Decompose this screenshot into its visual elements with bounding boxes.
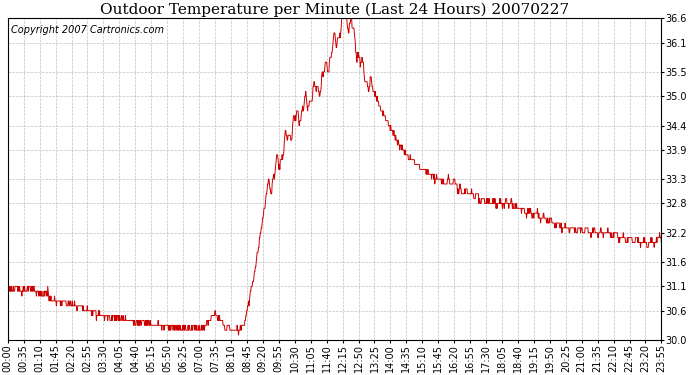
Text: Copyright 2007 Cartronics.com: Copyright 2007 Cartronics.com xyxy=(11,25,164,35)
Title: Outdoor Temperature per Minute (Last 24 Hours) 20070227: Outdoor Temperature per Minute (Last 24 … xyxy=(100,3,569,17)
